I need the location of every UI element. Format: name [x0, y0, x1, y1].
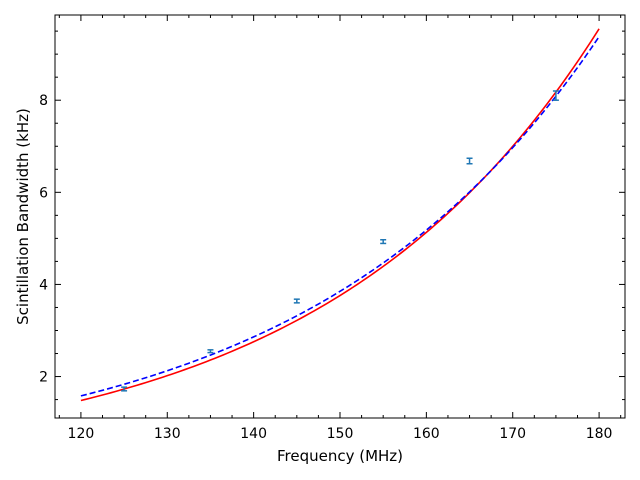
- x-tick-label: 160: [413, 426, 440, 442]
- x-tick-labels: 120 130 140 150 160 170 180: [68, 426, 613, 442]
- data-point: [121, 386, 128, 392]
- x-tick-label: 150: [327, 426, 354, 442]
- y-axis-label: Scintillation Bandwidth (kHz): [14, 108, 32, 325]
- data-point: [380, 239, 387, 245]
- x-tick-label: 120: [68, 426, 95, 442]
- y-tick-label: 8: [39, 93, 48, 109]
- y-tick-label: 2: [39, 370, 48, 386]
- series-lines: [80, 28, 600, 402]
- data-point: [552, 90, 559, 101]
- data-point: [293, 298, 300, 304]
- x-tick-label: 130: [154, 426, 181, 442]
- major-ticks: [55, 15, 625, 418]
- x-tick-label: 170: [499, 426, 526, 442]
- error-bars: [121, 90, 559, 392]
- data-point: [207, 349, 214, 354]
- x-tick-label: 140: [240, 426, 267, 442]
- plot-frame: [54, 14, 626, 419]
- y-tick-label: 4: [39, 277, 48, 293]
- y-tick-labels: 2 4 6 8: [39, 93, 48, 385]
- x-axis-label: Frequency (MHz): [277, 447, 403, 465]
- x-tick-label: 180: [586, 426, 613, 442]
- y-tick-label: 6: [39, 185, 48, 201]
- series-line-solid: [80, 28, 600, 402]
- series-line-dashed: [80, 36, 600, 397]
- data-point: [466, 157, 473, 165]
